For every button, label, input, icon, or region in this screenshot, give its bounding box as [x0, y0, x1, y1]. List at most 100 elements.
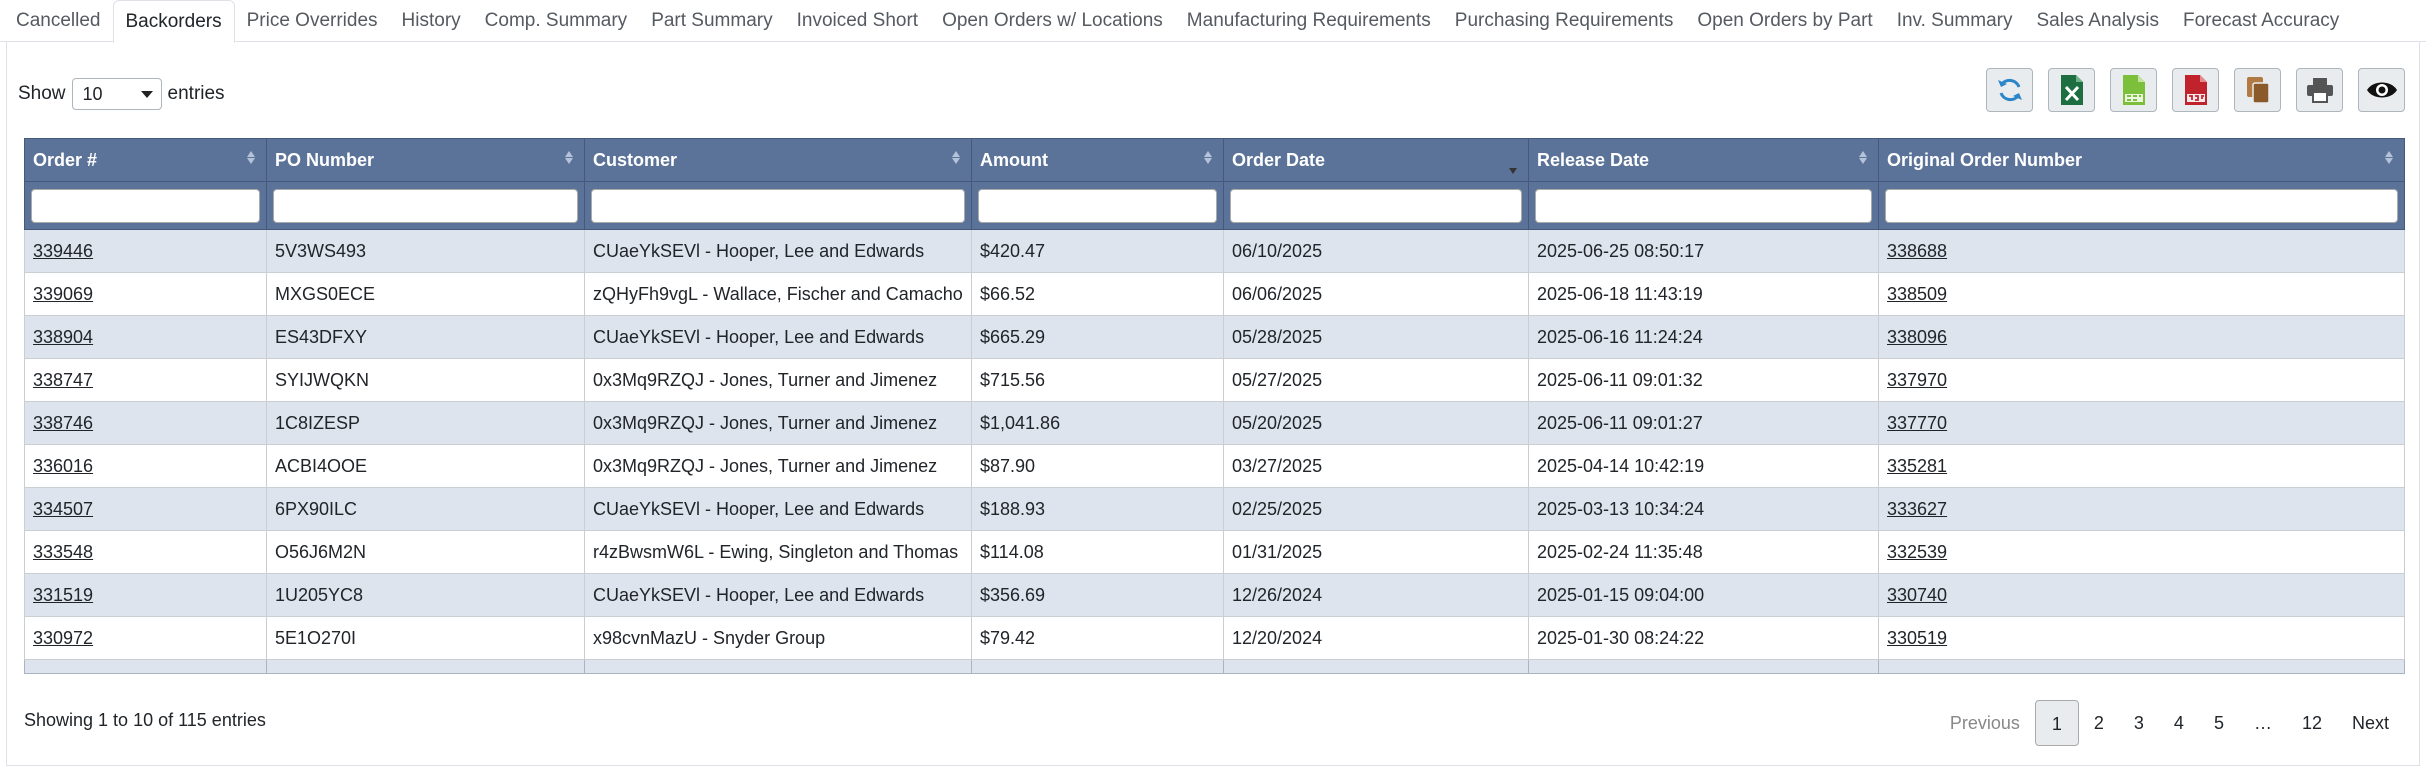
order-link[interactable]: 333548 — [33, 541, 94, 562]
export-pdf-button[interactable] — [2172, 68, 2219, 112]
cell-po: 6PX90ILC — [266, 487, 585, 531]
refresh-button[interactable] — [1986, 68, 2033, 112]
column-header-label: Original Order Number — [1887, 149, 2083, 170]
cell-release-date: 2025-02-24 11:35:48 — [1528, 530, 1879, 574]
filter-input-customer[interactable] — [591, 188, 965, 223]
cell-customer: CUaeYkSEVl - Hooper, Lee and Edwards — [584, 315, 972, 359]
column-header-release-date[interactable]: Release Date — [1528, 138, 1879, 182]
csv-file-icon — [2122, 75, 2145, 105]
filter-cell — [1223, 181, 1529, 230]
order-link[interactable]: 338904 — [33, 326, 94, 347]
original-order-link[interactable]: 330519 — [1887, 627, 1948, 648]
tab-invoiced-short[interactable]: Invoiced Short — [796, 10, 919, 31]
original-order-link[interactable]: 338688 — [1887, 240, 1948, 261]
filter-input-order-date[interactable] — [1230, 188, 1522, 223]
cell-original: 337770 — [1878, 401, 2405, 445]
next-page-button[interactable]: Next — [2351, 713, 2389, 733]
filter-input-release-date[interactable] — [1535, 188, 1872, 223]
original-order-link[interactable]: 337770 — [1887, 412, 1948, 433]
table-row: 334507 6PX90ILC CUaeYkSEVl - Hooper, Lee a… — [24, 487, 2405, 531]
cell-customer: 0x3Mq9RZQJ - Jones, Turner and Jimenez — [584, 358, 972, 402]
filter-input-order[interactable] — [31, 188, 260, 223]
order-link[interactable]: 339069 — [33, 283, 94, 304]
tab-comp-summary[interactable]: Comp. Summary — [484, 10, 628, 31]
cell-original: 333627 — [1878, 487, 2405, 531]
export-excel-button[interactable] — [2048, 68, 2095, 112]
original-order-link[interactable]: 330740 — [1887, 584, 1948, 605]
cell-order: 339069 — [24, 272, 267, 316]
original-order-link[interactable]: 335281 — [1887, 455, 1948, 476]
cell-release-date: 2025-06-25 08:50:17 — [1528, 229, 1879, 273]
original-order-link[interactable]: 338509 — [1887, 283, 1948, 304]
copy-button[interactable] — [2234, 68, 2281, 112]
original-order-link[interactable]: 338096 — [1887, 326, 1948, 347]
page-button-12[interactable]: 12 — [2301, 713, 2322, 733]
tab-open-orders-by-part[interactable]: Open Orders by Part — [1697, 10, 1873, 31]
cell-amount: $420.47 — [971, 229, 1224, 273]
original-order-link[interactable]: 333627 — [1887, 498, 1948, 519]
column-header-customer[interactable]: Customer — [584, 138, 972, 182]
order-link[interactable]: 338747 — [33, 369, 94, 390]
table-body: 339446 5V3WS493 CUaeYkSEVl - Hooper, Lee a… — [24, 229, 2405, 674]
column-filter-row — [24, 181, 2405, 230]
tab-history[interactable]: History — [401, 10, 461, 31]
column-header-amount[interactable]: Amount — [971, 138, 1224, 182]
original-order-link[interactable]: 337970 — [1887, 369, 1948, 390]
page-button-4[interactable]: 4 — [2173, 713, 2184, 733]
tab-part-summary[interactable]: Part Summary — [651, 10, 773, 31]
order-link[interactable]: 338746 — [33, 412, 94, 433]
filter-cell — [1528, 181, 1879, 230]
sort-icon — [564, 150, 574, 170]
page-button-5[interactable]: 5 — [2213, 713, 2224, 733]
order-link[interactable]: 330972 — [33, 627, 94, 648]
cell-order-date: 05/20/2025 — [1223, 401, 1529, 445]
previous-page-button[interactable]: Previous — [1949, 713, 2020, 733]
cell-original: 330519 — [1878, 616, 2405, 660]
tab-forecast-accuracy[interactable]: Forecast Accuracy — [2182, 10, 2340, 31]
footer-cell — [24, 659, 267, 674]
order-link[interactable]: 331519 — [33, 584, 94, 605]
tab-open-orders-w-locations[interactable]: Open Orders w/ Locations — [942, 10, 1163, 31]
order-link[interactable]: 336016 — [33, 455, 94, 476]
column-header-order[interactable]: Order # — [24, 138, 267, 182]
column-header-po-number[interactable]: PO Number — [266, 138, 585, 182]
column-header-original-order-number[interactable]: Original Order Number — [1878, 138, 2405, 182]
cell-order-date: 06/06/2025 — [1223, 272, 1529, 316]
tab-sales-analysis[interactable]: Sales Analysis — [2036, 10, 2159, 31]
tab-cancelled[interactable]: Cancelled — [16, 10, 101, 31]
page-button-2[interactable]: 2 — [2093, 713, 2104, 733]
cell-po: 5V3WS493 — [266, 229, 585, 273]
print-button[interactable] — [2296, 68, 2343, 112]
order-link[interactable]: 334507 — [33, 498, 94, 519]
page-button-1[interactable]: 1 — [2034, 700, 2079, 746]
table-row: 339446 5V3WS493 CUaeYkSEVl - Hooper, Lee a… — [24, 229, 2405, 273]
column-header-label: Order Date — [1232, 149, 1326, 170]
filter-cell — [266, 181, 585, 230]
page-button-3[interactable]: 3 — [2133, 713, 2144, 733]
original-order-link[interactable]: 332539 — [1887, 541, 1948, 562]
filter-input-original-order-number[interactable] — [1885, 188, 2398, 223]
tab-purchasing-requirements[interactable]: Purchasing Requirements — [1454, 10, 1674, 31]
tab-inv-summary[interactable]: Inv. Summary — [1896, 10, 2013, 31]
column-header-order-date[interactable]: Order Date — [1223, 138, 1529, 182]
filter-input-po-number[interactable] — [273, 188, 578, 223]
column-visibility-button[interactable] — [2358, 68, 2405, 112]
cell-po: ACBI4OOE — [266, 444, 585, 488]
export-csv-button[interactable] — [2110, 68, 2157, 112]
tab-backorders[interactable]: Backorders — [112, 0, 235, 43]
cell-customer: CUaeYkSEVl - Hooper, Lee and Edwards — [584, 487, 972, 531]
length-control: Show 10 entries — [18, 78, 225, 110]
cell-customer: zQHyFh9vgL - Wallace, Fischer and Camach… — [584, 272, 972, 316]
table-row: 338746 1C8IZESP 0x3Mq9RZQJ - Jones, Turner… — [24, 401, 2405, 445]
tab-price-overrides[interactable]: Price Overrides — [246, 10, 378, 31]
filter-cell — [971, 181, 1224, 230]
cell-po: MXGS0ECE — [266, 272, 585, 316]
cell-amount: $715.56 — [971, 358, 1224, 402]
entries-select[interactable]: 10 — [71, 78, 162, 110]
print-icon — [2306, 78, 2333, 103]
column-header-label: Order # — [33, 149, 98, 170]
cell-original: 335281 — [1878, 444, 2405, 488]
tab-manufacturing-requirements[interactable]: Manufacturing Requirements — [1186, 10, 1431, 31]
order-link[interactable]: 339446 — [33, 240, 94, 261]
filter-input-amount[interactable] — [978, 188, 1217, 223]
